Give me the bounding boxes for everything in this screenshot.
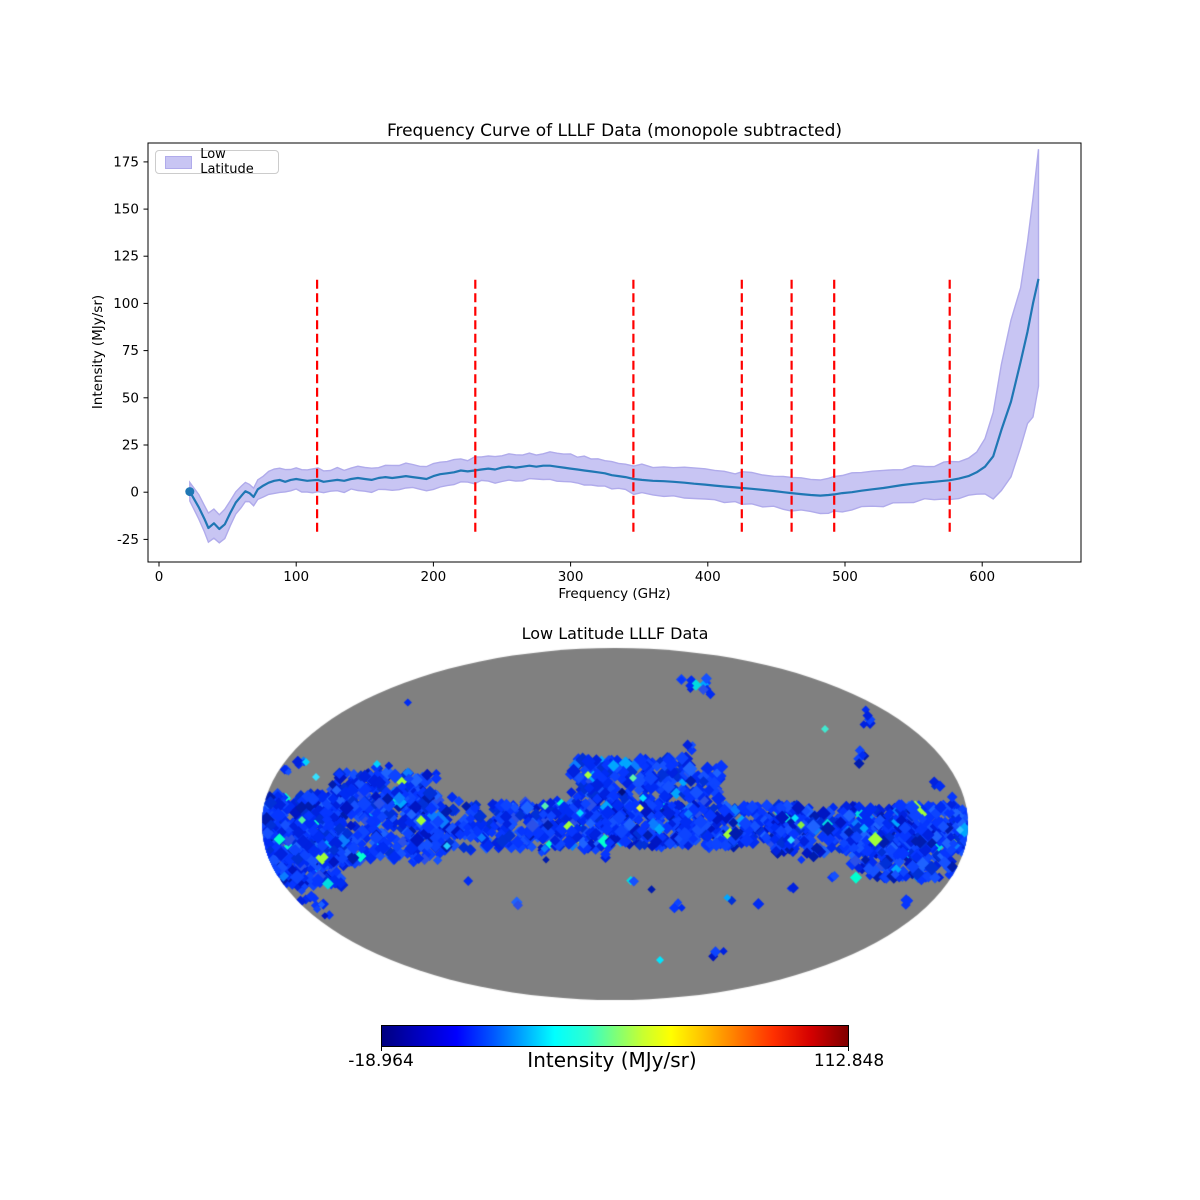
svg-text:125: 125 (113, 249, 139, 265)
svg-text:150: 150 (113, 202, 139, 218)
svg-text:175: 175 (113, 154, 139, 170)
svg-text:0: 0 (155, 569, 164, 585)
svg-text:100: 100 (283, 569, 309, 585)
svg-text:75: 75 (122, 343, 139, 359)
line-chart-xlabel: Frequency (GHz) (558, 586, 671, 602)
svg-text:25: 25 (122, 438, 139, 454)
legend-label: Low Latitude (200, 147, 254, 177)
colorbar-tick-min (381, 1047, 382, 1051)
line-chart-title: Frequency Curve of LLLF Data (monopole s… (386, 121, 843, 141)
legend-swatch-icon (165, 155, 193, 169)
colorbar-tick-max (848, 1047, 849, 1051)
colorbar-max-label: 112.848 (813, 1051, 885, 1071)
first-point-marker (185, 487, 195, 497)
line-frequency-markers (316, 279, 951, 533)
mollweide-sky-map (0, 610, 1200, 1010)
svg-text:600: 600 (969, 569, 995, 585)
colorbar-min-label: -18.964 (348, 1051, 414, 1071)
legend: Low Latitude (155, 147, 279, 177)
axes-spines (147, 142, 1082, 563)
colorbar-title: Intensity (MJy/sr) (527, 1048, 697, 1072)
svg-text:500: 500 (832, 569, 858, 585)
frequency-curve-plot: 0 100 200 300 400 500 600 -25 0 25 50 75 100 125 150 17… (113, 142, 1082, 585)
x-axis-ticks: 0 100 200 300 400 500 600 (155, 562, 995, 585)
svg-text:400: 400 (695, 569, 721, 585)
mean-curve (188, 278, 1040, 531)
svg-text:50: 50 (122, 390, 139, 406)
svg-text:300: 300 (558, 569, 584, 585)
svg-text:100: 100 (113, 296, 139, 312)
svg-text:200: 200 (421, 569, 447, 585)
y-axis-ticks: -25 0 25 50 75 100 125 150 175 (113, 154, 148, 548)
confidence-band (189, 149, 1040, 544)
svg-text:0: 0 (130, 485, 139, 501)
svg-text:-25: -25 (117, 532, 139, 548)
colorbar-gradient (381, 1025, 849, 1047)
